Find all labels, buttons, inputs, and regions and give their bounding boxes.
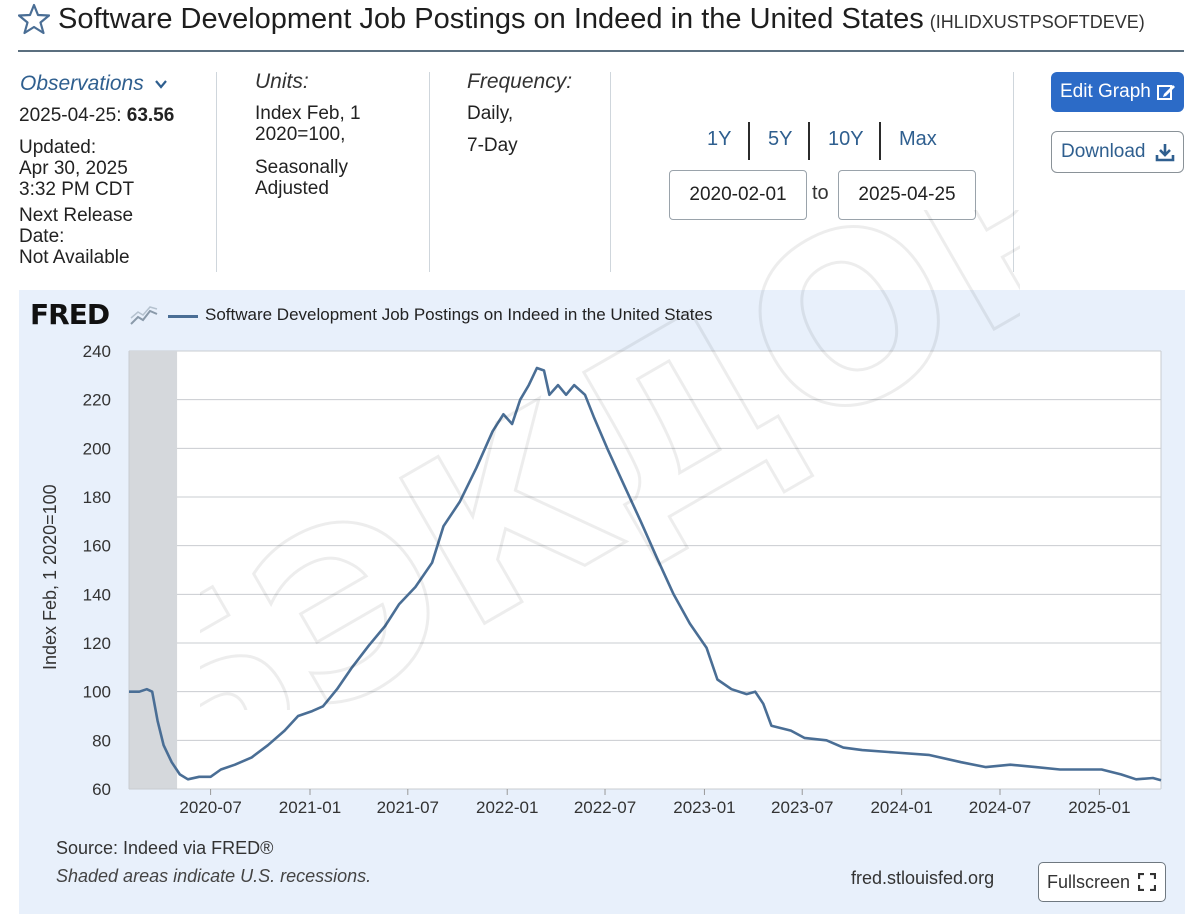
- chevron-down-icon: [154, 80, 167, 90]
- frequency-label: Frequency:: [467, 70, 573, 93]
- page-title: Software Development Job Postings on Ind…: [58, 0, 1145, 41]
- plot-area: [129, 351, 1161, 789]
- latest-observation: 2025-04-25: 63.56: [19, 105, 174, 126]
- units-line: 2020=100,: [255, 124, 346, 145]
- legend-swatch: [168, 315, 198, 318]
- fullscreen-icon: [1138, 873, 1156, 891]
- y-tick-label: 140: [83, 585, 111, 604]
- y-tick-label: 240: [83, 342, 111, 361]
- column-divider: [429, 72, 430, 272]
- next-release-info: Next Release Date: Not Available: [19, 205, 133, 268]
- series-id: (IHLIDXUSTPSOFTDEVE): [929, 12, 1145, 32]
- next-release-label-2: Date:: [19, 226, 65, 247]
- range-max-button[interactable]: Max: [899, 128, 937, 150]
- units-value: Index Feb, 1 2020=100, Seasonally Adjust…: [255, 103, 425, 199]
- units-line: Adjusted: [255, 178, 329, 199]
- end-date-input[interactable]: 2025-04-25: [838, 170, 976, 220]
- edit-icon: [1157, 85, 1175, 100]
- column-divider: [1013, 72, 1014, 272]
- chart-gridlines: [129, 350, 1161, 790]
- frequency-line: Daily,: [467, 103, 514, 124]
- y-tick-label: 180: [83, 488, 111, 507]
- observations-toggle[interactable]: Observations: [20, 72, 168, 96]
- y-tick-label: 200: [83, 439, 111, 458]
- x-tick-label: 2023-07: [771, 798, 833, 817]
- favorite-star-icon[interactable]: [18, 2, 50, 36]
- y-tick-label: 80: [92, 731, 111, 750]
- recession-shading: [129, 351, 178, 789]
- download-icon: [1155, 144, 1175, 162]
- units-label: Units:: [255, 70, 309, 93]
- range-separator: [748, 122, 750, 160]
- date-range-to-label: to: [812, 182, 829, 204]
- edit-graph-button[interactable]: Edit Graph: [1051, 72, 1184, 112]
- updated-info: Updated: Apr 30, 2025 3:32 PM CDT: [19, 137, 134, 200]
- x-axis-ticks: 2020-07 2021-01 2021-07 2022-01 2022-07 2023-…: [179, 789, 1131, 817]
- header-divider: [18, 50, 1184, 52]
- y-tick-label: 220: [83, 391, 111, 410]
- fred-logo: FRED: [30, 298, 110, 331]
- x-tick-label: 2022-01: [476, 798, 538, 817]
- observations-label: Observations: [20, 72, 144, 95]
- range-1y-button[interactable]: 1Y: [707, 128, 732, 150]
- x-tick-label: 2022-07: [574, 798, 636, 817]
- updated-label: Updated:: [19, 137, 97, 158]
- units-line: Index Feb, 1: [255, 103, 361, 124]
- recession-note: Shaded areas indicate U.S. recessions.: [56, 866, 372, 886]
- x-tick-label: 2021-01: [279, 798, 341, 817]
- x-tick-label: 2020-07: [179, 798, 241, 817]
- download-button[interactable]: Download: [1051, 131, 1184, 173]
- y-tick-label: 120: [83, 634, 111, 653]
- fred-chart-logo-icon: [130, 306, 158, 325]
- range-5y-button[interactable]: 5Y: [768, 128, 793, 150]
- updated-time: 3:32 PM CDT: [19, 179, 135, 200]
- y-axis-ticks: 60 80 100 120 140 160 180 200 220 240: [83, 342, 111, 799]
- x-tick-label: 2024-07: [969, 798, 1031, 817]
- x-tick-label: 2023-01: [673, 798, 735, 817]
- frequency-value: Daily, 7-Day: [467, 103, 518, 156]
- observation-date: 2025-04-25:: [19, 105, 122, 126]
- edit-graph-label: Edit Graph: [1060, 81, 1151, 102]
- range-separator: [879, 122, 881, 160]
- x-tick-label: 2024-01: [870, 798, 932, 817]
- source-note: Source: Indeed via FRED®: [56, 838, 274, 858]
- next-release-value: Not Available: [19, 247, 130, 268]
- range-separator: [808, 122, 810, 160]
- download-label: Download: [1061, 141, 1146, 162]
- column-divider: [216, 72, 217, 272]
- series-layer: [129, 366, 1162, 782]
- range-10y-button[interactable]: 10Y: [828, 128, 864, 150]
- y-tick-label: 60: [92, 780, 111, 799]
- updated-date: Apr 30, 2025: [19, 158, 128, 179]
- frequency-line: 7-Day: [467, 135, 518, 156]
- column-divider: [610, 72, 611, 272]
- series-line: [129, 366, 1162, 782]
- recession-band: [129, 351, 178, 789]
- y-tick-label: 100: [83, 683, 111, 702]
- next-release-label: Next Release: [19, 205, 134, 226]
- fullscreen-button[interactable]: Fullscreen: [1038, 862, 1166, 902]
- start-date-input[interactable]: 2020-02-01: [669, 170, 807, 220]
- fred-url[interactable]: fred.stlouisfed.org: [851, 868, 995, 888]
- legend-label: Software Development Job Postings on Ind…: [205, 305, 713, 324]
- units-line: Seasonally: [255, 157, 348, 178]
- y-axis-label: Index Feb, 1 2020=100: [40, 484, 60, 670]
- fullscreen-label: Fullscreen: [1047, 872, 1131, 892]
- x-tick-label: 2025-01: [1068, 798, 1130, 817]
- y-tick-label: 160: [83, 537, 111, 556]
- series-title: Software Development Job Postings on Ind…: [58, 3, 924, 35]
- chart-axes: [128, 351, 1162, 790]
- x-tick-label: 2021-07: [377, 798, 439, 817]
- observation-value: 63.56: [126, 105, 175, 126]
